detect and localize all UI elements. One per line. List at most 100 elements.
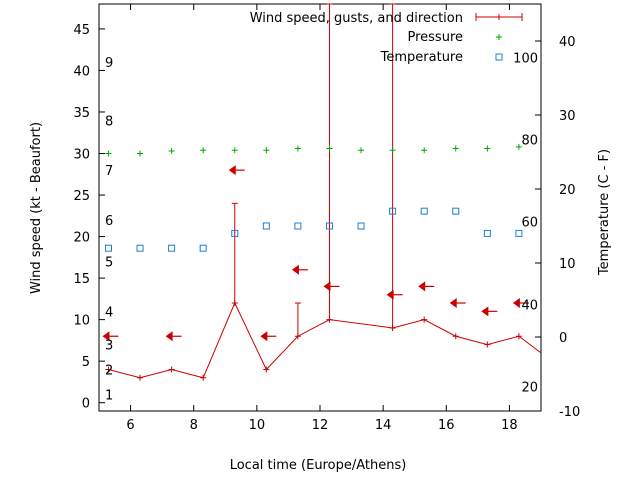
temperature-point bbox=[515, 229, 523, 237]
y-right-tick-label: 10 bbox=[559, 257, 576, 272]
wind-speed-point bbox=[452, 333, 459, 340]
wind-direction-arrow bbox=[102, 331, 119, 342]
beaufort-label: 8 bbox=[105, 114, 113, 129]
pressure-point bbox=[105, 150, 112, 157]
fahrenheit-label: 80 bbox=[521, 133, 538, 148]
pressure-point bbox=[421, 147, 428, 154]
y-right-tick-label: 30 bbox=[559, 109, 576, 124]
y-left-tick-label: 35 bbox=[73, 106, 90, 121]
fahrenheit-label: 20 bbox=[521, 381, 538, 396]
wind-speed-point bbox=[263, 366, 270, 373]
wind-speed-point bbox=[294, 333, 301, 340]
legend-temperature-label: Temperature bbox=[380, 50, 463, 65]
pressure-point bbox=[231, 147, 238, 154]
temperature-point bbox=[483, 229, 491, 237]
wind-direction-arrow bbox=[481, 306, 498, 317]
pressure-point bbox=[389, 147, 396, 154]
legend-pressure-swatch bbox=[496, 34, 502, 40]
wind-direction-arrow bbox=[323, 281, 340, 292]
x-tick-label: 10 bbox=[249, 418, 266, 433]
x-tick-label: 14 bbox=[375, 418, 392, 433]
beaufort-label: 5 bbox=[105, 255, 113, 270]
wind-direction-arrow bbox=[418, 281, 435, 292]
temperature-point bbox=[199, 244, 207, 252]
y-left-tick-label: 5 bbox=[82, 355, 90, 370]
x-tick-label: 18 bbox=[501, 418, 518, 433]
fahrenheit-label: 40 bbox=[521, 298, 538, 313]
legend-wind-label: Wind speed, gusts, and direction bbox=[250, 11, 463, 26]
plot-frame bbox=[98, 3, 542, 412]
pressure-point bbox=[200, 147, 207, 154]
beaufort-label: 4 bbox=[105, 305, 113, 320]
wind-speed-point bbox=[168, 366, 175, 373]
y-left-tick-label: 45 bbox=[73, 23, 90, 38]
temperature-point bbox=[136, 244, 144, 252]
wind-speed-point bbox=[484, 341, 491, 348]
y-left-tick-label: 15 bbox=[73, 272, 90, 287]
temperature-point bbox=[389, 207, 397, 215]
wind-speed-point bbox=[421, 316, 428, 323]
temperature-point bbox=[357, 222, 365, 230]
pressure-point bbox=[137, 150, 144, 157]
y-axis-left-label: Wind speed (kt - Beaufort) bbox=[29, 122, 44, 294]
wind-speed-point bbox=[200, 374, 207, 381]
wind-speed-point bbox=[515, 333, 522, 340]
x-tick-label: 8 bbox=[190, 418, 198, 433]
wind-speed-line bbox=[108, 301, 542, 379]
wind-direction-arrow bbox=[449, 298, 466, 309]
y-right-tick-label: -10 bbox=[559, 405, 580, 420]
x-tick-label: 12 bbox=[312, 418, 329, 433]
temperature-point bbox=[262, 222, 270, 230]
wind-speed-point bbox=[105, 366, 112, 373]
wind-direction-arrow bbox=[291, 264, 308, 275]
legend-wind-point bbox=[496, 14, 502, 20]
wind-direction-arrow bbox=[228, 165, 245, 176]
beaufort-label: 6 bbox=[105, 214, 113, 229]
legend-temperature-swatch bbox=[495, 53, 503, 61]
wind-speed-point bbox=[389, 324, 396, 331]
x-tick-label: 6 bbox=[126, 418, 134, 433]
y-left-tick-label: 10 bbox=[73, 314, 90, 329]
legend-pressure-label: Pressure bbox=[407, 30, 463, 45]
pressure-point bbox=[358, 147, 365, 154]
y-left-tick-label: 40 bbox=[73, 64, 90, 79]
pressure-point bbox=[515, 143, 522, 150]
beaufort-label: 3 bbox=[105, 339, 113, 354]
y-left-tick-label: 30 bbox=[73, 148, 90, 163]
pressure-point bbox=[326, 145, 333, 152]
y-right-tick-label: 40 bbox=[559, 35, 576, 50]
pressure-point bbox=[263, 147, 270, 154]
beaufort-label: 7 bbox=[105, 164, 113, 179]
y-right-tick-label: 0 bbox=[559, 331, 567, 346]
y-right-tick-label: 20 bbox=[559, 183, 576, 198]
wind-direction-arrow bbox=[386, 289, 403, 300]
pressure-point bbox=[294, 145, 301, 152]
wind-speed-point bbox=[231, 300, 238, 307]
pressure-point bbox=[484, 145, 491, 152]
y-left-tick-label: 25 bbox=[73, 189, 90, 204]
temperature-point bbox=[104, 244, 112, 252]
wind-speed-point bbox=[326, 316, 333, 323]
temperature-point bbox=[420, 207, 428, 215]
wind-direction-arrow bbox=[260, 331, 277, 342]
wind-speed-point bbox=[137, 374, 144, 381]
beaufort-label: 9 bbox=[105, 56, 113, 71]
beaufort-label: 1 bbox=[105, 388, 113, 403]
temperature-point bbox=[294, 222, 302, 230]
y-left-tick-label: 0 bbox=[82, 397, 90, 412]
y-axis-right-label: Temperature (C - F) bbox=[597, 149, 612, 276]
temperature-point bbox=[231, 229, 239, 237]
x-axis-label: Local time (Europe/Athens) bbox=[230, 458, 407, 473]
wind-direction-arrow bbox=[165, 331, 182, 342]
fahrenheit-label: 100 bbox=[513, 51, 538, 66]
temperature-point bbox=[168, 244, 176, 252]
temperature-point bbox=[452, 207, 460, 215]
pressure-point bbox=[168, 148, 175, 155]
y-left-tick-label: 20 bbox=[73, 231, 90, 246]
beaufort-label: 2 bbox=[105, 363, 113, 378]
x-tick-label: 16 bbox=[438, 418, 455, 433]
wind-direction-arrow bbox=[512, 298, 529, 309]
fahrenheit-label: 60 bbox=[521, 216, 538, 231]
pressure-point bbox=[452, 145, 459, 152]
